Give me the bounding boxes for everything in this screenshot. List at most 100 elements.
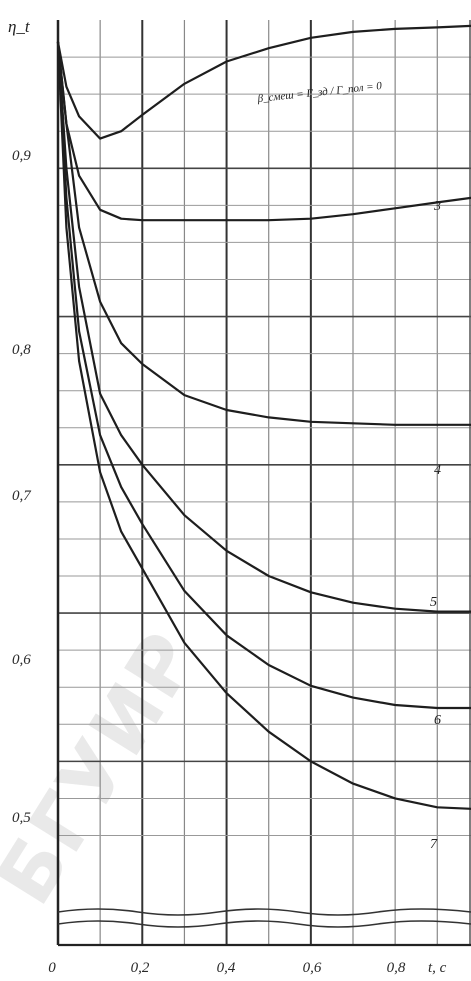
series-line-3 (56, 41, 471, 222)
axis-break-line (57, 920, 471, 928)
curve-label: 5 (430, 595, 437, 610)
data-point (78, 285, 80, 288)
grid (56, 20, 471, 947)
data-point (99, 208, 102, 211)
data-point (309, 420, 312, 423)
x-tick-label: 0,8 (387, 960, 406, 976)
x-tick-label: 0,2 (131, 960, 150, 976)
curve-label: 4 (434, 463, 441, 478)
data-point (394, 607, 397, 610)
data-point (141, 463, 144, 466)
data-point (436, 806, 439, 809)
data-point (394, 423, 397, 426)
data-point (183, 394, 186, 397)
data-point (57, 41, 59, 44)
data-point (267, 47, 270, 50)
data-point (78, 360, 80, 362)
data-point (78, 115, 80, 118)
data-point (183, 219, 186, 222)
data-point (183, 514, 186, 517)
data-point (78, 174, 80, 177)
data-point (267, 730, 270, 733)
data-point (141, 113, 144, 116)
data-point (141, 567, 144, 570)
data-point (309, 591, 312, 594)
x-tick-label: 0,6 (303, 960, 322, 976)
data-point (352, 30, 354, 33)
x-tick-labels: 0 0,2 0,4 0,6 0,8 (48, 960, 406, 976)
data-point (65, 167, 68, 170)
series-line-4 (56, 41, 471, 426)
data-point (120, 530, 123, 533)
data-point (65, 85, 68, 88)
x-tick-label: 0,4 (217, 960, 236, 976)
data-point (120, 130, 123, 133)
data-point (99, 392, 102, 395)
curve-label: 6 (434, 713, 441, 728)
data-point (267, 664, 270, 666)
x-tick-label: 0 (48, 960, 56, 976)
data-point (225, 634, 228, 637)
data-point (120, 342, 123, 345)
data-point (436, 707, 439, 709)
data-point (120, 486, 123, 488)
data-point (436, 610, 439, 613)
data-point (309, 760, 312, 763)
data-point (120, 434, 123, 437)
data-point (267, 575, 270, 577)
data-point (120, 217, 123, 220)
series-line-6 (56, 41, 471, 710)
data-point (309, 217, 312, 220)
curves (56, 24, 471, 810)
x-axis-label: t, c (428, 960, 447, 976)
data-point (141, 523, 144, 526)
y-axis-label: η_t (8, 17, 31, 36)
data-point (183, 589, 186, 592)
data-point (394, 27, 397, 30)
data-point (352, 696, 354, 699)
data-point (267, 219, 270, 222)
series-line-7 (56, 41, 471, 810)
curve-labels: 3 4 5 6 7 (430, 199, 441, 852)
watermark-text: БГУИР (0, 616, 216, 920)
data-point (309, 684, 312, 687)
y-tick-label: 0,8 (12, 342, 31, 358)
y-tick-label: 0,5 (12, 810, 31, 826)
y-tick-label: 0,7 (12, 488, 32, 504)
data-point (65, 122, 68, 125)
data-point (394, 797, 397, 800)
data-point (99, 434, 102, 437)
data-point (78, 226, 80, 229)
curve-label: 7 (430, 837, 438, 852)
data-point (183, 82, 186, 85)
data-point (309, 36, 312, 39)
data-point (225, 692, 228, 695)
y-tick-labels: 0,9 0,8 0,7 0,6 0,5 (12, 148, 32, 826)
data-point (225, 219, 228, 222)
data-point (99, 300, 102, 303)
data-point (436, 26, 439, 29)
annotation-beta: β_смеш = Г_зд / Г_пол = 0 (256, 80, 383, 105)
data-point (436, 423, 439, 426)
data-point (352, 213, 354, 216)
data-point (436, 201, 439, 204)
data-point (225, 409, 228, 411)
data-point (183, 641, 186, 644)
data-point (352, 782, 354, 785)
data-point (352, 601, 354, 604)
data-point (225, 549, 228, 552)
data-point (99, 137, 102, 140)
axis-break-line (57, 908, 471, 916)
y-tick-label: 0,6 (12, 652, 31, 668)
y-tick-label: 0,9 (12, 148, 31, 164)
data-point (267, 416, 270, 419)
series-line-top (56, 24, 471, 140)
data-point (352, 422, 354, 425)
data-point (225, 60, 228, 63)
curve-label: 3 (433, 199, 441, 214)
series-line-5 (56, 41, 471, 613)
data-point (394, 704, 397, 706)
data-point (141, 219, 144, 222)
data-point (65, 226, 68, 229)
